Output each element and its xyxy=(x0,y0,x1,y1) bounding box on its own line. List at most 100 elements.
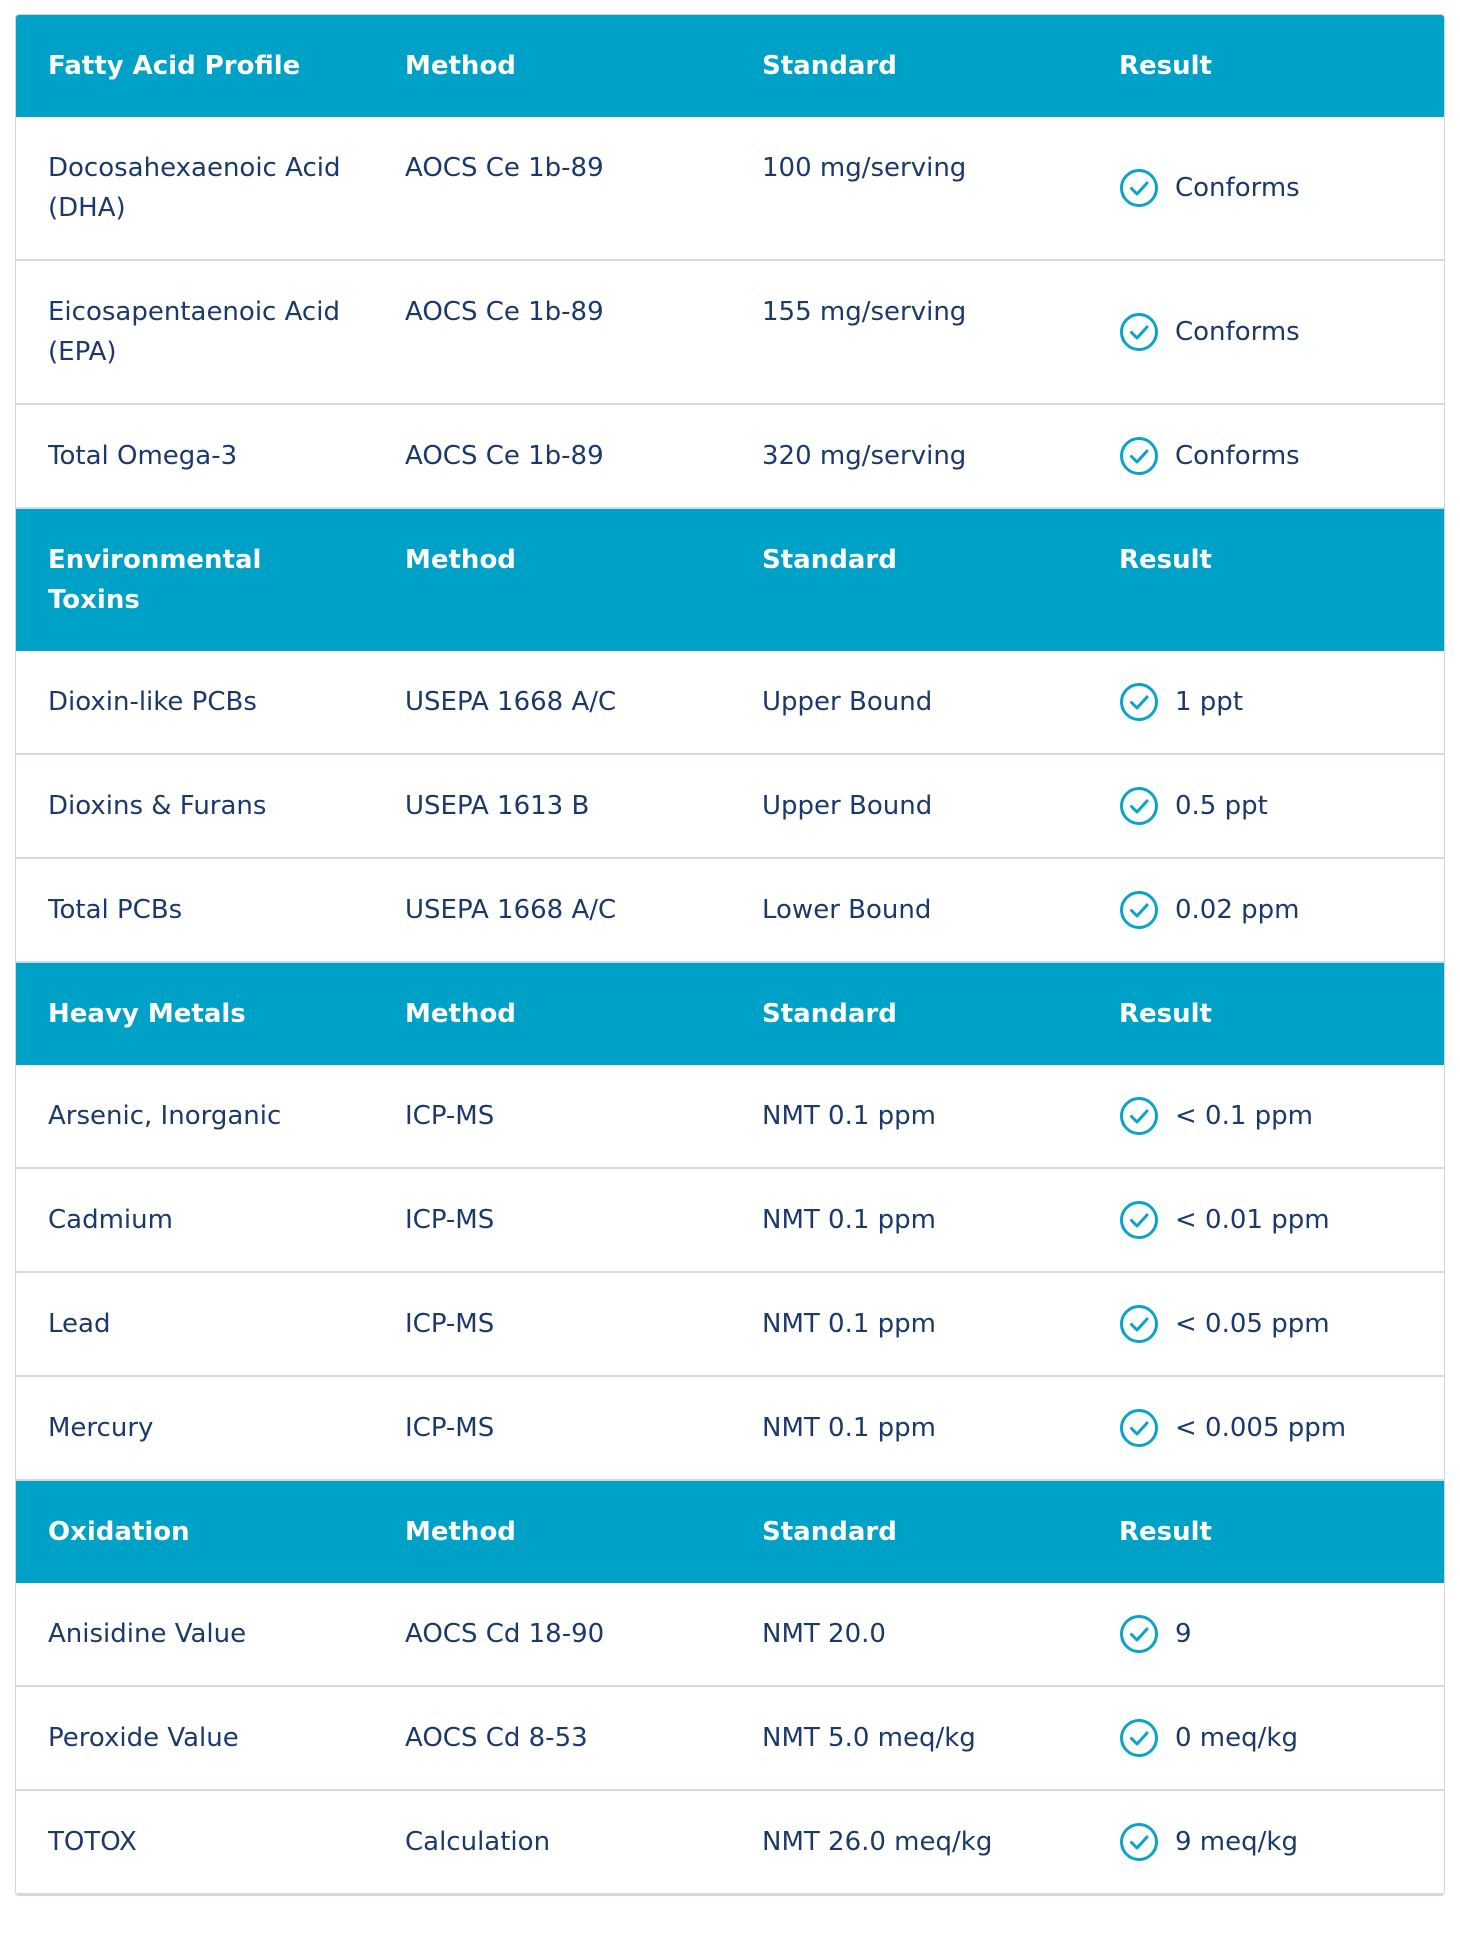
check-icon xyxy=(1120,1823,1158,1861)
result-text: < 0.05 ppm xyxy=(1175,1309,1330,1339)
cell: NMT 0.1 ppm xyxy=(730,1168,1087,1273)
cell: NMT 26.0 meq/kg xyxy=(730,1790,1087,1895)
result-cell: 1 ppt xyxy=(1087,651,1444,755)
result: 9 xyxy=(1119,1614,1424,1654)
data-row: Arsenic, Inorganic ICP-MS NMT 0.1 ppm < 0.1… xyxy=(16,1065,1444,1169)
data-row: TOTOX Calculation NMT 26.0 meq/kg 9 meq/kg xyxy=(16,1790,1444,1895)
result: 1 ppt xyxy=(1119,682,1424,722)
result-cell: 0.5 ppt xyxy=(1087,754,1444,859)
cell: AOCS Cd 18-90 xyxy=(373,1583,730,1687)
cell: NMT 20.0 xyxy=(730,1583,1087,1687)
header-cell: Result xyxy=(1087,962,1444,1065)
result-cell: < 0.005 ppm xyxy=(1087,1376,1444,1481)
result-cell: < 0.1 ppm xyxy=(1087,1065,1444,1169)
result: Conforms xyxy=(1119,168,1424,208)
result: < 0.1 ppm xyxy=(1119,1096,1424,1136)
cell: ICP-MS xyxy=(373,1065,730,1169)
cell: AOCS Ce 1b-89 xyxy=(373,404,730,509)
cell: Total PCBs xyxy=(16,858,373,963)
cell: NMT 0.1 ppm xyxy=(730,1065,1087,1169)
cell: USEPA 1613 B xyxy=(373,754,730,859)
result: < 0.005 ppm xyxy=(1119,1408,1424,1448)
header-cell: Result xyxy=(1087,15,1444,117)
cell: Anisidine Value xyxy=(16,1583,373,1687)
cell: ICP-MS xyxy=(373,1272,730,1377)
data-row: Mercury ICP-MS NMT 0.1 ppm < 0.005 ppm xyxy=(16,1376,1444,1481)
cell: AOCS Ce 1b-89 xyxy=(373,260,730,405)
cell: Total Omega-3 xyxy=(16,404,373,509)
cell: Lower Bound xyxy=(730,858,1087,963)
data-row: Lead ICP-MS NMT 0.1 ppm < 0.05 ppm xyxy=(16,1272,1444,1377)
result-text: Conforms xyxy=(1175,173,1300,203)
data-row: Anisidine Value AOCS Cd 18-90 NMT 20.0 9 xyxy=(16,1583,1444,1687)
result-text: < 0.01 ppm xyxy=(1175,1205,1330,1235)
section-header: Oxidation Method Standard Result xyxy=(16,1480,1444,1583)
result-text: 1 ppt xyxy=(1175,687,1244,717)
check-icon xyxy=(1120,891,1158,929)
result-text: Conforms xyxy=(1175,317,1300,347)
cell: ICP-MS xyxy=(373,1376,730,1481)
cell: Dioxin-like PCBs xyxy=(16,651,373,755)
result-cell: Conforms xyxy=(1087,404,1444,509)
result-text: < 0.1 ppm xyxy=(1175,1101,1313,1131)
cell: Docosahexaenoic Acid (DHA) xyxy=(16,117,373,261)
cell: Lead xyxy=(16,1272,373,1377)
result-text: Conforms xyxy=(1175,441,1300,471)
check-icon xyxy=(1120,1097,1158,1135)
header-cell: Method xyxy=(373,15,730,117)
cell: 320 mg/serving xyxy=(730,404,1087,509)
data-row: Cadmium ICP-MS NMT 0.1 ppm < 0.01 ppm xyxy=(16,1168,1444,1273)
cell: NMT 0.1 ppm xyxy=(730,1376,1087,1481)
cell: USEPA 1668 A/C xyxy=(373,858,730,963)
cell: 100 mg/serving xyxy=(730,117,1087,261)
result-cell: 0.02 ppm xyxy=(1087,858,1444,963)
result-cell: 9 meq/kg xyxy=(1087,1790,1444,1895)
cell: AOCS Cd 8-53 xyxy=(373,1686,730,1791)
data-row: Total Omega-3 AOCS Ce 1b-89 320 mg/serving… xyxy=(16,404,1444,509)
result-text: 9 xyxy=(1175,1619,1192,1649)
header-cell: Result xyxy=(1087,1480,1444,1583)
data-row: Eicosapentaenoic Acid (EPA) AOCS Ce 1b-89… xyxy=(16,260,1444,405)
cell: Eicosapentaenoic Acid (EPA) xyxy=(16,260,373,405)
header-cell: Oxidation xyxy=(16,1480,373,1583)
result-text: 0.5 ppt xyxy=(1175,791,1268,821)
result-cell: < 0.01 ppm xyxy=(1087,1168,1444,1273)
result: < 0.05 ppm xyxy=(1119,1304,1424,1344)
check-icon xyxy=(1120,313,1158,351)
result-text: < 0.005 ppm xyxy=(1175,1413,1347,1443)
header-cell: Standard xyxy=(730,1480,1087,1583)
check-icon xyxy=(1120,1201,1158,1239)
header-cell: Heavy Metals xyxy=(16,962,373,1065)
cell: USEPA 1668 A/C xyxy=(373,651,730,755)
result: 9 meq/kg xyxy=(1119,1822,1424,1862)
check-icon xyxy=(1120,787,1158,825)
result: 0 meq/kg xyxy=(1119,1718,1424,1758)
result: Conforms xyxy=(1119,312,1424,352)
cell: AOCS Ce 1b-89 xyxy=(373,117,730,261)
result: Conforms xyxy=(1119,436,1424,476)
cell: Mercury xyxy=(16,1376,373,1481)
check-icon xyxy=(1120,1615,1158,1653)
cell: Upper Bound xyxy=(730,754,1087,859)
cell: ICP-MS xyxy=(373,1168,730,1273)
header-cell: Fatty Acid Profile xyxy=(16,15,373,117)
cell: NMT 0.1 ppm xyxy=(730,1272,1087,1377)
header-cell: Method xyxy=(373,962,730,1065)
header-cell: Standard xyxy=(730,15,1087,117)
cell: NMT 5.0 meq/kg xyxy=(730,1686,1087,1791)
result-cell: < 0.05 ppm xyxy=(1087,1272,1444,1377)
result-cell: 0 meq/kg xyxy=(1087,1686,1444,1791)
data-row: Docosahexaenoic Acid (DHA) AOCS Ce 1b-89 1… xyxy=(16,117,1444,261)
data-row: Dioxin-like PCBs USEPA 1668 A/C Upper Boun… xyxy=(16,651,1444,755)
check-icon xyxy=(1120,437,1158,475)
cell: Calculation xyxy=(373,1790,730,1895)
result-text: 9 meq/kg xyxy=(1175,1827,1298,1857)
table-card: Fatty Acid Profile Method Standard Result Do… xyxy=(15,14,1445,1896)
cell: Cadmium xyxy=(16,1168,373,1273)
cell: Arsenic, Inorganic xyxy=(16,1065,373,1169)
cell: Peroxide Value xyxy=(16,1686,373,1791)
data-row: Total PCBs USEPA 1668 A/C Lower Bound 0.02 … xyxy=(16,858,1444,963)
check-icon xyxy=(1120,1719,1158,1757)
results-table: Fatty Acid Profile Method Standard Result Do… xyxy=(16,15,1444,1895)
header-cell: Result xyxy=(1087,508,1444,651)
